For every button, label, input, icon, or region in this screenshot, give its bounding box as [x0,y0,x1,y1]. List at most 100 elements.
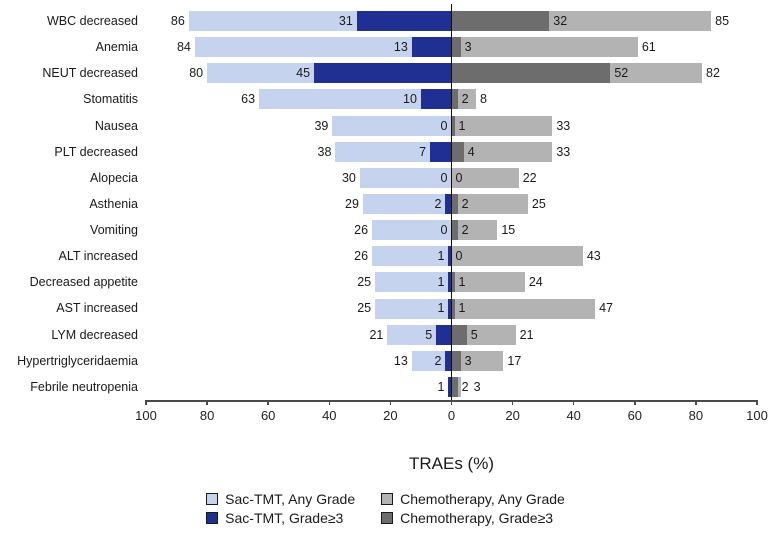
value-label-sac-grade3: 0 [440,118,448,133]
bar-chemotherapy-any-grade [451,324,516,345]
value-label-chemo-any: 43 [586,249,601,264]
x-axis-tick [634,400,636,405]
value-label-chemo-grade3: 1 [458,275,466,290]
category-label: Anemia [95,40,138,55]
category-label: Vomiting [90,223,138,238]
bar-chemotherapy-grade3 [451,63,611,84]
value-label-sac-any: 30 [341,170,356,185]
legend-item-sac-g3: Sac-TMT, Grade≥3 [206,510,355,526]
bar-sac-tmt-grade3 [420,89,452,110]
value-label-sac-any: 13 [393,353,408,368]
value-label-chemo-any: 24 [528,275,543,290]
bar-sac-tmt-grade3 [445,350,452,371]
legend-swatch-sac-g3 [206,512,219,524]
value-label-chemo-any: 21 [519,327,534,342]
category-label: NEUT decreased [42,66,138,81]
bar-sac-tmt-any-grade [332,115,452,136]
value-label-chemo-grade3: 1 [458,118,466,133]
bar-chemotherapy-any-grade [451,37,638,58]
value-label-chemo-any: 82 [706,66,720,81]
bar-sac-tmt-grade3 [448,376,452,397]
legend-item-chemo-g3: Chemotherapy, Grade≥3 [381,510,565,526]
value-label-chemo-any: 61 [641,40,656,55]
legend-swatch-chemo-any [381,493,394,505]
category-label: Hypertriglyceridaemia [17,353,138,368]
bar-chemotherapy-any-grade [451,298,596,319]
value-label-sac-grade3: 2 [434,196,442,211]
value-label-sac-any: 25 [357,275,372,290]
bar-chemotherapy-grade3 [451,298,455,319]
category-label: PLT decreased [54,144,138,159]
value-label-chemo-any: 33 [556,144,571,159]
bar-chemotherapy-grade3 [451,324,467,345]
value-label-sac-grade3: 1 [437,249,445,264]
x-axis-tick-label: 60 [627,408,643,423]
bar-chemotherapy-any-grade [451,272,525,293]
bar-chemotherapy-any-grade [451,246,583,267]
value-label-sac-any: 29 [345,196,359,211]
category-label: ALT increased [58,249,138,264]
x-axis-tick [328,400,331,405]
x-axis-tick [206,400,208,405]
category-label: LYM decreased [51,327,138,342]
bar-chemotherapy-grade3 [451,115,455,136]
value-label-chemo-grade3: 0 [455,249,463,264]
x-axis-tick-label: 80 [199,408,215,423]
x-axis-tick [572,400,575,405]
value-label-chemo-grade3: 52 [614,66,629,81]
bar-chemotherapy-grade3 [451,272,455,293]
value-label-sac-grade3: 1 [437,275,445,290]
value-label-sac-any: 38 [317,144,332,159]
bar-sac-tmt-any-grade [372,246,452,267]
x-axis-tick-label: 0 [447,408,456,423]
value-label-sac-grade3: 0 [440,170,448,185]
value-label-chemo-any: 33 [556,118,571,133]
value-label-sac-any: 80 [189,66,204,81]
x-axis-tick [756,400,758,405]
value-label-chemo-any: 22 [522,170,537,185]
category-label: Decreased appetite [29,275,138,290]
bar-chemotherapy-any-grade [451,115,553,136]
value-label-sac-grade3: 0 [440,223,448,238]
legend-item-sac-any: Sac-TMT, Any Grade [206,491,355,507]
legend-grid: Sac-TMT, Any Grade Chemotherapy, Any Grad… [206,491,565,526]
bar-sac-tmt-any-grade [387,324,452,345]
bar-sac-tmt-any-grade [359,167,452,188]
value-label-chemo-grade3: 0 [455,170,463,185]
value-label-chemo-grade3: 2 [461,223,469,238]
x-axis-tick-label: 20 [383,408,398,423]
value-label-sac-grade3: 10 [403,92,417,107]
x-axis-tick-label: 20 [505,408,520,423]
bar-sac-tmt-grade3 [448,272,452,293]
category-label: AST increased [56,301,138,316]
value-label-sac-any: 63 [241,92,256,107]
value-label-chemo-grade3: 5 [470,327,478,342]
bar-sac-tmt-any-grade [259,89,452,110]
x-axis-tick-label: 40 [566,408,581,423]
bar-chemotherapy-any-grade [451,350,504,371]
value-label-chemo-any: 8 [479,92,487,107]
value-label-sac-any: 86 [170,14,185,28]
bar-sac-tmt-any-grade [194,37,452,58]
x-axis-tick-label: 80 [688,408,704,423]
legend-item-chemo-any: Chemotherapy, Any Grade [381,491,565,507]
x-axis-tick [695,400,697,405]
bar-chemotherapy-grade3 [451,220,458,241]
bar-chemotherapy-any-grade [451,194,528,214]
x-axis-tick [511,400,514,405]
bar-chemotherapy-grade3 [451,37,461,58]
legend-swatch-chemo-g3 [381,512,394,524]
legend-label: Chemotherapy, Grade≥3 [400,510,554,526]
x-axis-tick [145,400,147,405]
bar-sac-tmt-any-grade [375,272,452,293]
bar-sac-tmt-grade3 [314,63,452,84]
value-label-sac-any: 84 [176,40,191,55]
bar-sac-tmt-any-grade [375,298,452,319]
category-label: Stomatitis [83,92,138,107]
legend-swatch-sac-any [206,493,219,505]
value-label-chemo-grade3: 2 [461,379,469,394]
value-label-chemo-any: 47 [599,301,613,316]
value-label-sac-any: 26 [354,249,369,264]
bar-sac-tmt-grade3 [430,141,452,162]
